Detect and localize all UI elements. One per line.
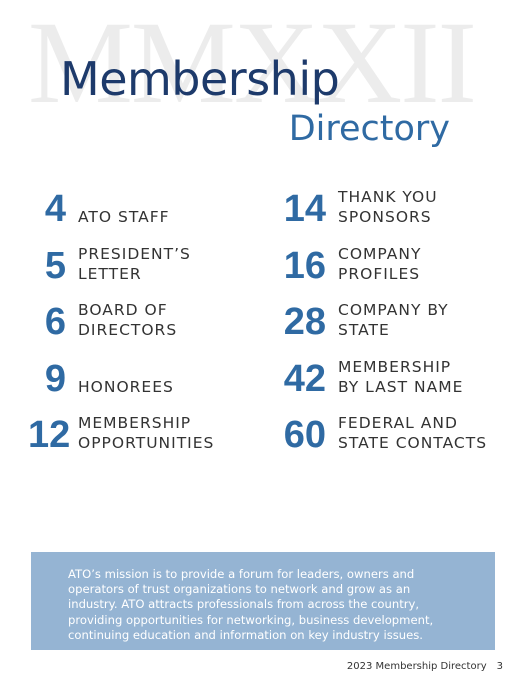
toc-label: BOARD OF DIRECTORS [78, 300, 177, 341]
toc-page-number: 5 [44, 244, 66, 287]
toc-label: COMPANY PROFILES [338, 244, 421, 285]
toc-label-line: PRESIDENT’S [78, 244, 191, 263]
title: Membership [60, 52, 340, 106]
toc-label-line: OPPORTUNITIES [78, 434, 215, 452]
toc-page-number: 14 [283, 188, 326, 230]
mission-line: operators of trust organizations to netw… [68, 582, 411, 597]
toc-entry: 14 THANK YOU SPONSORS [276, 176, 438, 228]
toc-entry: 12 MEMBERSHIP OPPORTUNITIES [28, 402, 214, 454]
subtitle: Directory [288, 109, 450, 149]
toc-label-line: PROFILES [338, 264, 421, 283]
toc-entry: 42 MEMBERSHIP BY LAST NAME [276, 346, 463, 398]
toc-label-line: MEMBERSHIP [338, 357, 452, 376]
toc-label-line: ATO STAFF [78, 208, 170, 226]
mission-box: ATO’s mission is to provide a forum for … [31, 552, 495, 650]
page-number: 3 [496, 661, 503, 672]
toc-label-line: STATE CONTACTS [338, 434, 488, 452]
mission-line: continuing education and information on … [68, 627, 423, 642]
toc-label-line: HONOREES [78, 377, 174, 396]
toc-label: COMPANY BY STATE [338, 300, 449, 341]
footer-title: 2023 Membership Directory [346, 661, 487, 672]
toc-label: FEDERAL AND STATE CONTACTS [338, 413, 487, 454]
toc-page-number: 6 [44, 301, 66, 343]
toc-page-number: 12 [28, 414, 71, 456]
toc-label-line: STATE [338, 321, 390, 339]
toc-label: ATO STAFF [78, 207, 170, 228]
toc-label-line: MEMBERSHIP [78, 414, 192, 432]
toc-label: MEMBERSHIP OPPORTUNITIES [78, 413, 214, 454]
mission-line: industry. ATO attracts professionals fro… [68, 597, 420, 612]
toc-entry: 5 PRESIDENT’S LETTER [28, 233, 191, 285]
toc-label-line: BOARD OF [78, 301, 168, 319]
toc-label-line: DIRECTORS [78, 321, 178, 339]
toc-label-line: LETTER [78, 264, 142, 283]
toc-label-line: SPONSORS [338, 208, 432, 226]
toc-entry: 4 ATO STAFF [28, 176, 170, 228]
toc-label-line: THANK YOU [338, 188, 438, 206]
toc-label-line: BY LAST NAME [338, 377, 464, 396]
mission-line: providing opportunities for networking, … [68, 612, 434, 627]
toc-page-number: 9 [44, 357, 66, 400]
toc-entry: 28 COMPANY BY STATE [276, 289, 449, 341]
footer: 2023 Membership Directory 3 [347, 661, 503, 672]
toc-entry: 16 COMPANY PROFILES [276, 233, 421, 285]
toc-label-line: COMPANY BY [338, 301, 449, 319]
toc-label-line: FEDERAL AND [338, 414, 458, 432]
mission-line: ATO’s mission is to provide a forum for … [68, 567, 415, 581]
toc-page-number: 28 [283, 301, 326, 343]
toc-label: THANK YOU SPONSORS [338, 187, 438, 228]
toc-label: PRESIDENT’S LETTER [78, 244, 191, 285]
toc-page-number: 4 [44, 188, 66, 230]
toc-entry: 60 FEDERAL AND STATE CONTACTS [276, 402, 487, 454]
toc-entry: 6 BOARD OF DIRECTORS [28, 289, 177, 341]
toc-entry: 9 HONOREES [28, 346, 174, 398]
toc-page-number: 16 [283, 244, 326, 287]
toc-label-line: COMPANY [338, 244, 422, 263]
toc-page-number: 60 [283, 414, 326, 456]
toc-page-number: 42 [283, 357, 326, 400]
toc-label: MEMBERSHIP BY LAST NAME [338, 357, 463, 398]
watermark: MMXXII [28, 0, 477, 128]
toc-label: HONOREES [78, 377, 174, 398]
